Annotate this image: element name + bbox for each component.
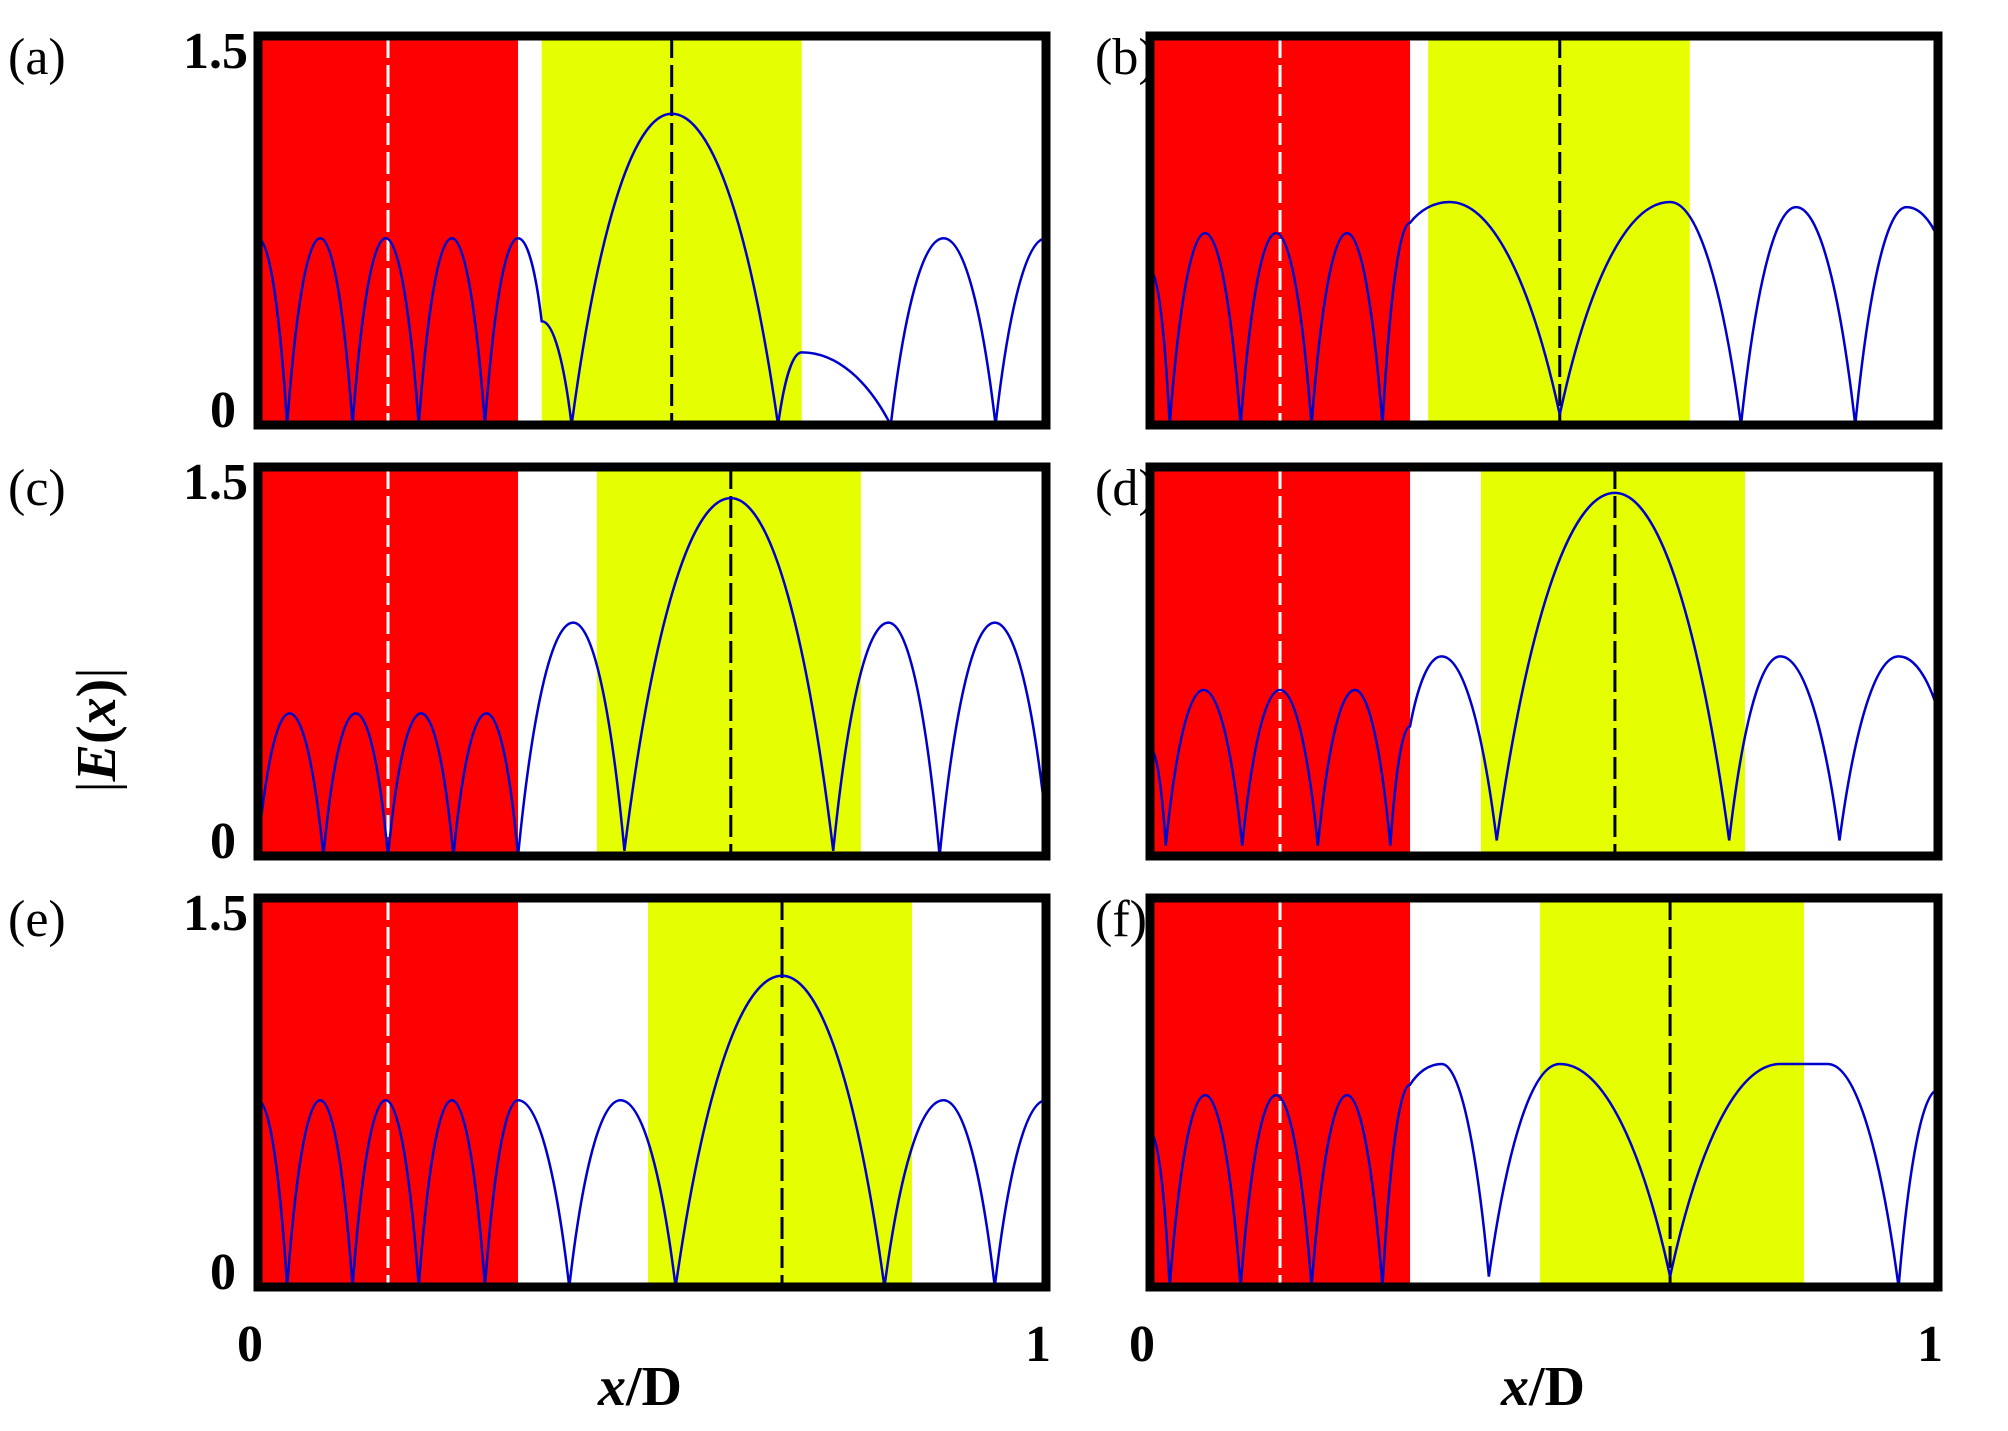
plot-frame [253,31,1051,430]
series-line-0 [1149,491,1940,846]
y-tick-label-top: 1.5 [183,454,248,511]
series-line-0 [256,496,1048,857]
panel-label: (f) [1095,891,1147,948]
y-label-paren-open: ( [66,725,128,744]
plot-frame [253,462,1051,861]
panel-b: (b) [1095,29,1943,430]
panel-f: (f) 0 1 [1095,891,1943,1373]
x-tick-label-right: 1 [1917,1316,1943,1373]
panel-label: (c) [8,460,66,517]
y-label-bar-right: | [66,667,128,678]
y-label-E: E [66,744,128,782]
plot-frame [1145,893,1943,1292]
panel-label: (a) [8,29,66,86]
x-axis-label-left: x/D [597,1356,682,1418]
y-tick-label-bottom: 0 [210,1244,236,1301]
y-tick-label-bottom: 0 [210,382,236,439]
plot-frame [253,893,1051,1292]
x-tick-label-left: 0 [1129,1316,1155,1373]
y-label-paren-close: ) [66,679,128,698]
x-label-right-d: /D [1528,1356,1585,1418]
y-label-bar-left: | [66,781,128,792]
y-tick-label-top: 1.5 [183,23,248,80]
yellow-layer-region [1480,467,1745,856]
panels: (a) 1.50(b)(c) 1.50(d)(e) 1.500 1(f)0 1 [8,23,1943,1373]
panel-c: (c) 1.5 0 [8,454,1051,870]
yellow-layer-region [648,898,913,1287]
y-label-x: x [66,697,128,726]
plot-frame [1145,31,1943,430]
x-tick-label-left: 0 [237,1316,263,1373]
panel-label: (b) [1095,29,1156,86]
plot-frame [1145,462,1943,861]
x-label-right-x: x [1500,1356,1529,1418]
x-tick-label-right: 1 [1025,1316,1051,1373]
series-line-0 [1149,200,1940,426]
panel-d: (d) [1095,460,1943,861]
y-tick-label-top: 1.5 [183,885,248,942]
yellow-layer-region [1540,898,1805,1287]
y-tick-label-bottom: 0 [210,813,236,870]
panel-e: (e) 1.5 00 1 [8,885,1051,1373]
series-line-0 [1149,1062,1939,1288]
panel-label: (e) [8,891,66,948]
x-label-left-d: /D [625,1356,682,1418]
panel-a: (a) 1.5 0 [8,23,1051,439]
panel-label: (d) [1095,460,1156,517]
x-axis-label-right: x/D [1500,1356,1585,1418]
yellow-layer-region [596,467,861,856]
series-line-0 [257,112,1047,430]
series-line-0 [257,974,1047,1288]
y-axis-label: |E(x)| [66,667,128,792]
x-label-left-x: x [597,1356,626,1418]
